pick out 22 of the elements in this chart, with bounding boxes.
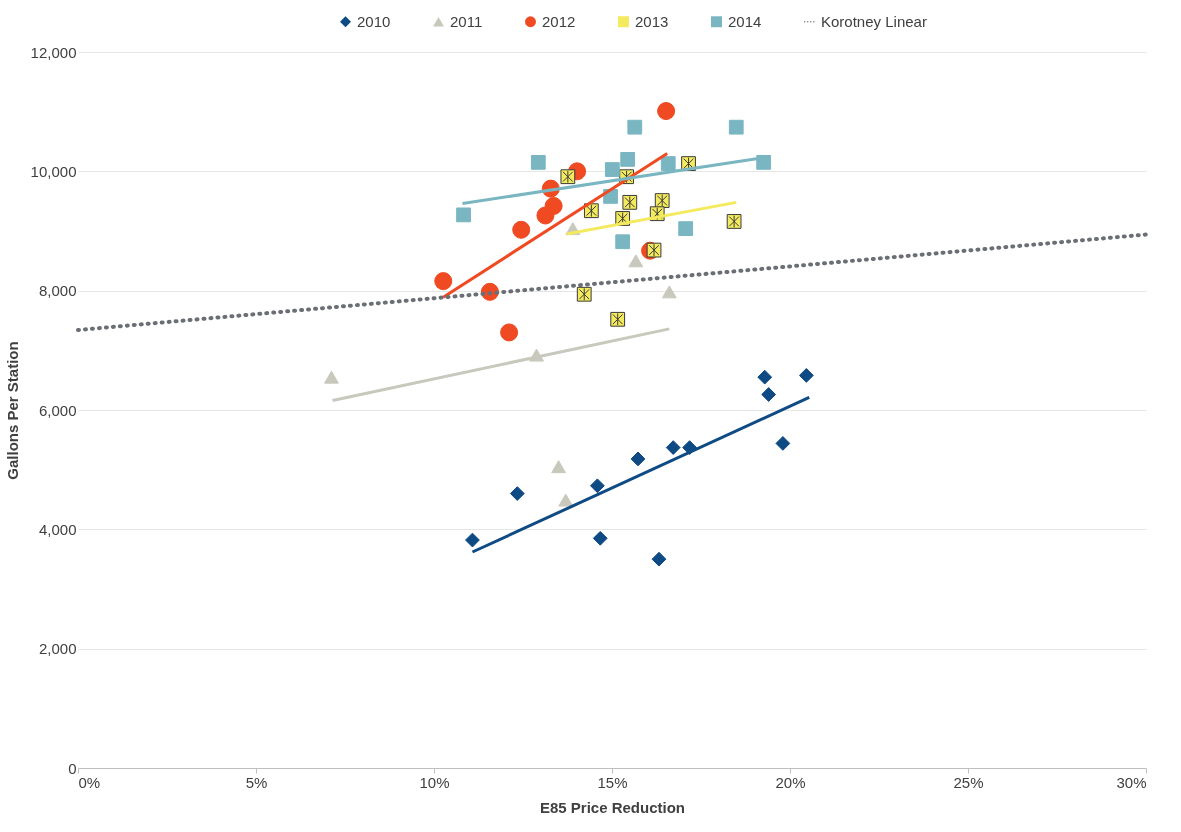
legend-label: 2013 (635, 12, 669, 30)
y-tick-label: 8,000 (38, 282, 77, 300)
y-tick-label: 12,000 (30, 43, 77, 61)
legend-label: 2011 (450, 12, 483, 30)
x-tick-label: 15% (597, 773, 628, 791)
x-tick-label: 5% (245, 773, 268, 791)
x-tick-label: 20% (775, 773, 806, 791)
x-tick-label: 0% (78, 773, 101, 791)
y-tick-label: 4,000 (38, 520, 77, 538)
y-tick-label: 10,000 (30, 162, 77, 180)
x-axis-title: E85 Price Reduction (539, 798, 686, 816)
y-axis-title: Gallons Per Station (3, 341, 21, 480)
legend-label: Korotney Linear (821, 12, 927, 30)
legend-label: 2010 (357, 12, 391, 30)
x-tick-label: 25% (953, 773, 984, 791)
y-tick-label: 6,000 (38, 401, 77, 419)
x-tick-label: 30% (1116, 773, 1147, 791)
legend-label: 2012 (542, 12, 576, 30)
legend-label: 2014 (728, 12, 762, 30)
y-tick-label: 0 (68, 759, 77, 777)
y-tick-label: 2,000 (38, 640, 77, 658)
x-tick-label: 10% (419, 773, 450, 791)
